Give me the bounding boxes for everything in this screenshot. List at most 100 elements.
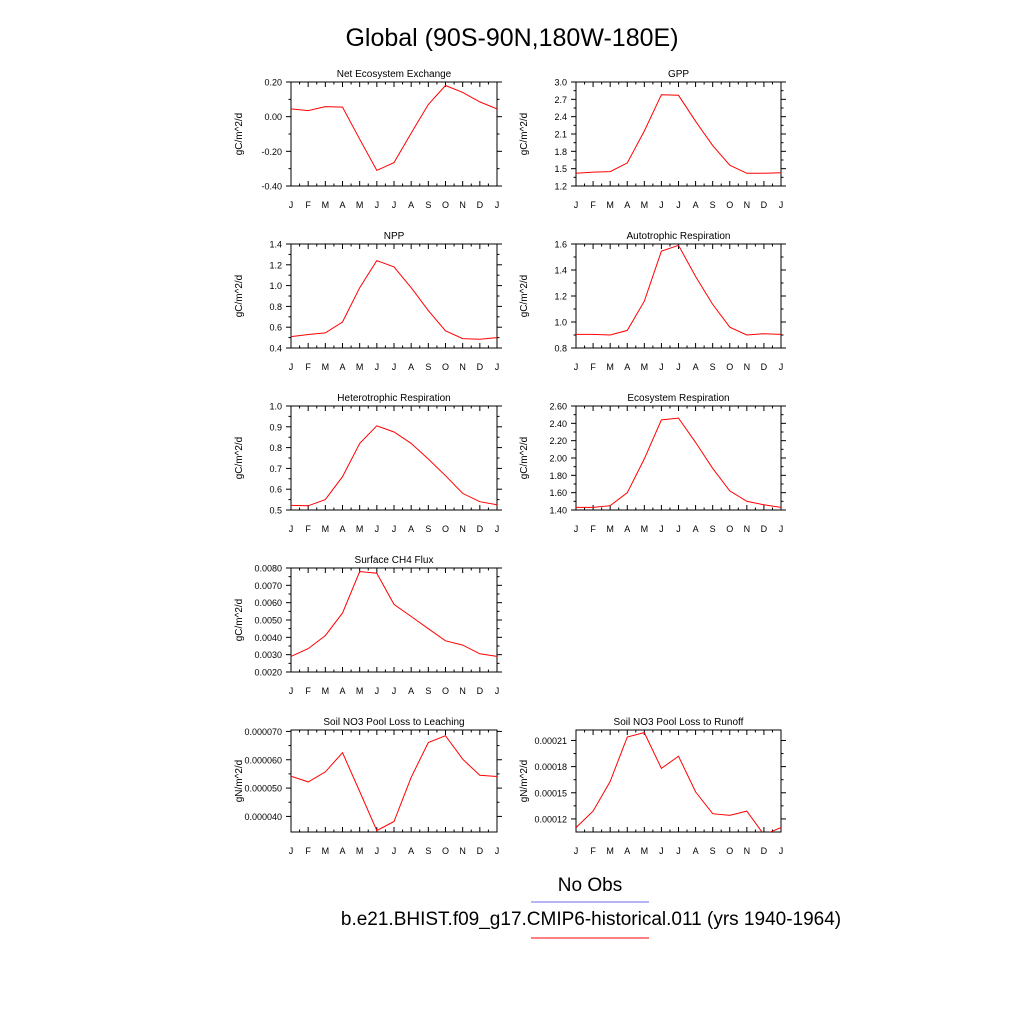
x-tick-label: D [761, 200, 768, 210]
x-tick-label: J [495, 846, 500, 856]
x-tick-label: J [392, 200, 397, 210]
x-tick-label: A [693, 846, 699, 856]
x-tick-label: A [339, 200, 345, 210]
x-tick-label: J [574, 362, 579, 372]
chart-soil-no3-pool-loss-to-leaching: Soil NO3 Pool Loss to Leaching gN/m^2/d J F… [234, 717, 502, 856]
y-tick-label: 0.00018 [534, 762, 567, 772]
legend: No Obs b.e21.BHIST.f09_g17.CMIP6-histori… [341, 875, 841, 939]
x-tick-label: M [322, 362, 330, 372]
data-series-line [576, 94, 781, 174]
y-axis-label: gC/m^2/d [234, 113, 245, 156]
x-tick-label: F [305, 200, 311, 210]
x-tick-label: M [356, 846, 364, 856]
y-tick-label: 0.6 [269, 323, 282, 333]
x-tick-label: O [442, 686, 449, 696]
chart-title: Autotrophic Respiration [627, 231, 731, 242]
x-tick-label: J [779, 200, 784, 210]
y-tick-label: 1.2 [554, 182, 567, 192]
chart-title: Net Ecosystem Exchange [337, 69, 452, 80]
y-tick-label: 0.20 [264, 78, 282, 88]
plot-frame [575, 243, 782, 349]
y-tick-label: 0.0060 [254, 598, 282, 608]
x-tick-label: A [339, 362, 345, 372]
plot-frame [290, 729, 498, 833]
y-tick-label: 0.0030 [254, 650, 282, 660]
y-tick-label: 0.000050 [244, 784, 282, 794]
x-tick-label: J [289, 524, 294, 534]
x-tick-label: M [356, 200, 364, 210]
x-tick-label: S [710, 200, 716, 210]
x-tick-label: J [495, 200, 500, 210]
x-tick-label: M [641, 362, 649, 372]
x-tick-label: J [375, 524, 380, 534]
x-tick-label: A [339, 846, 345, 856]
x-tick-label: S [425, 524, 431, 534]
x-tick-label: A [624, 524, 630, 534]
x-tick-label: A [339, 524, 345, 534]
x-tick-label: M [322, 200, 330, 210]
y-tick-label: 0.000070 [244, 727, 282, 737]
x-tick-label: S [710, 362, 716, 372]
data-series-line [291, 259, 497, 340]
chart-title: Soil NO3 Pool Loss to Leaching [323, 717, 464, 728]
y-tick-label: -0.40 [261, 182, 282, 192]
x-tick-label: M [322, 846, 330, 856]
x-tick-label: M [641, 524, 649, 534]
x-tick-label: J [392, 846, 397, 856]
y-tick-label: 0.6 [269, 485, 282, 495]
x-tick-label: J [289, 846, 294, 856]
y-tick-label: 2.60 [549, 402, 567, 412]
x-tick-label: F [590, 524, 596, 534]
chart-soil-no3-pool-loss-to-runoff: Soil NO3 Pool Loss to Runoff gN/m^2/d J F M A… [519, 717, 786, 856]
plot-frame [575, 729, 782, 833]
y-axis-label: gN/m^2/d [519, 760, 530, 803]
x-tick-label: S [710, 846, 716, 856]
page-title: Global (90S-90N,180W-180E) [345, 24, 678, 52]
x-tick-label: J [779, 846, 784, 856]
data-series-line [576, 417, 781, 508]
x-tick-label: F [305, 362, 311, 372]
x-tick-label: S [710, 524, 716, 534]
y-tick-label: 1.5 [554, 164, 567, 174]
x-tick-label: A [408, 524, 414, 534]
y-tick-label: 2.40 [549, 419, 567, 429]
y-tick-label: 0.0040 [254, 633, 282, 643]
x-tick-label: O [442, 524, 449, 534]
y-tick-label: 2.1 [554, 130, 567, 140]
x-tick-label: J [676, 200, 681, 210]
x-tick-label: M [356, 686, 364, 696]
x-tick-label: M [606, 362, 614, 372]
x-tick-label: J [659, 362, 664, 372]
x-tick-label: J [289, 200, 294, 210]
x-tick-label: J [574, 200, 579, 210]
x-tick-label: F [590, 846, 596, 856]
x-tick-label: A [408, 362, 414, 372]
y-tick-label: 2.20 [549, 436, 567, 446]
x-tick-label: N [459, 686, 466, 696]
y-axis-label: gC/m^2/d [234, 275, 245, 318]
chart-title: Soil NO3 Pool Loss to Runoff [614, 717, 744, 728]
x-tick-label: M [641, 846, 649, 856]
x-tick-label: O [442, 362, 449, 372]
y-tick-label: 0.9 [269, 422, 282, 432]
x-tick-label: N [744, 524, 751, 534]
x-tick-label: D [477, 686, 484, 696]
y-axis-label: gC/m^2/d [234, 599, 245, 642]
x-tick-label: M [606, 524, 614, 534]
x-tick-label: M [322, 524, 330, 534]
y-tick-label: -0.20 [261, 147, 282, 157]
y-axis-label: gN/m^2/d [234, 760, 245, 803]
x-tick-label: D [477, 362, 484, 372]
x-tick-label: J [779, 524, 784, 534]
plot-frame [290, 567, 498, 673]
y-tick-label: 1.40 [549, 506, 567, 516]
y-tick-label: 0.0050 [254, 616, 282, 626]
chart-title: Heterotrophic Respiration [337, 393, 450, 404]
x-tick-label: J [375, 200, 380, 210]
y-tick-label: 0.8 [554, 344, 567, 354]
x-tick-label: A [624, 362, 630, 372]
x-tick-label: M [322, 686, 330, 696]
